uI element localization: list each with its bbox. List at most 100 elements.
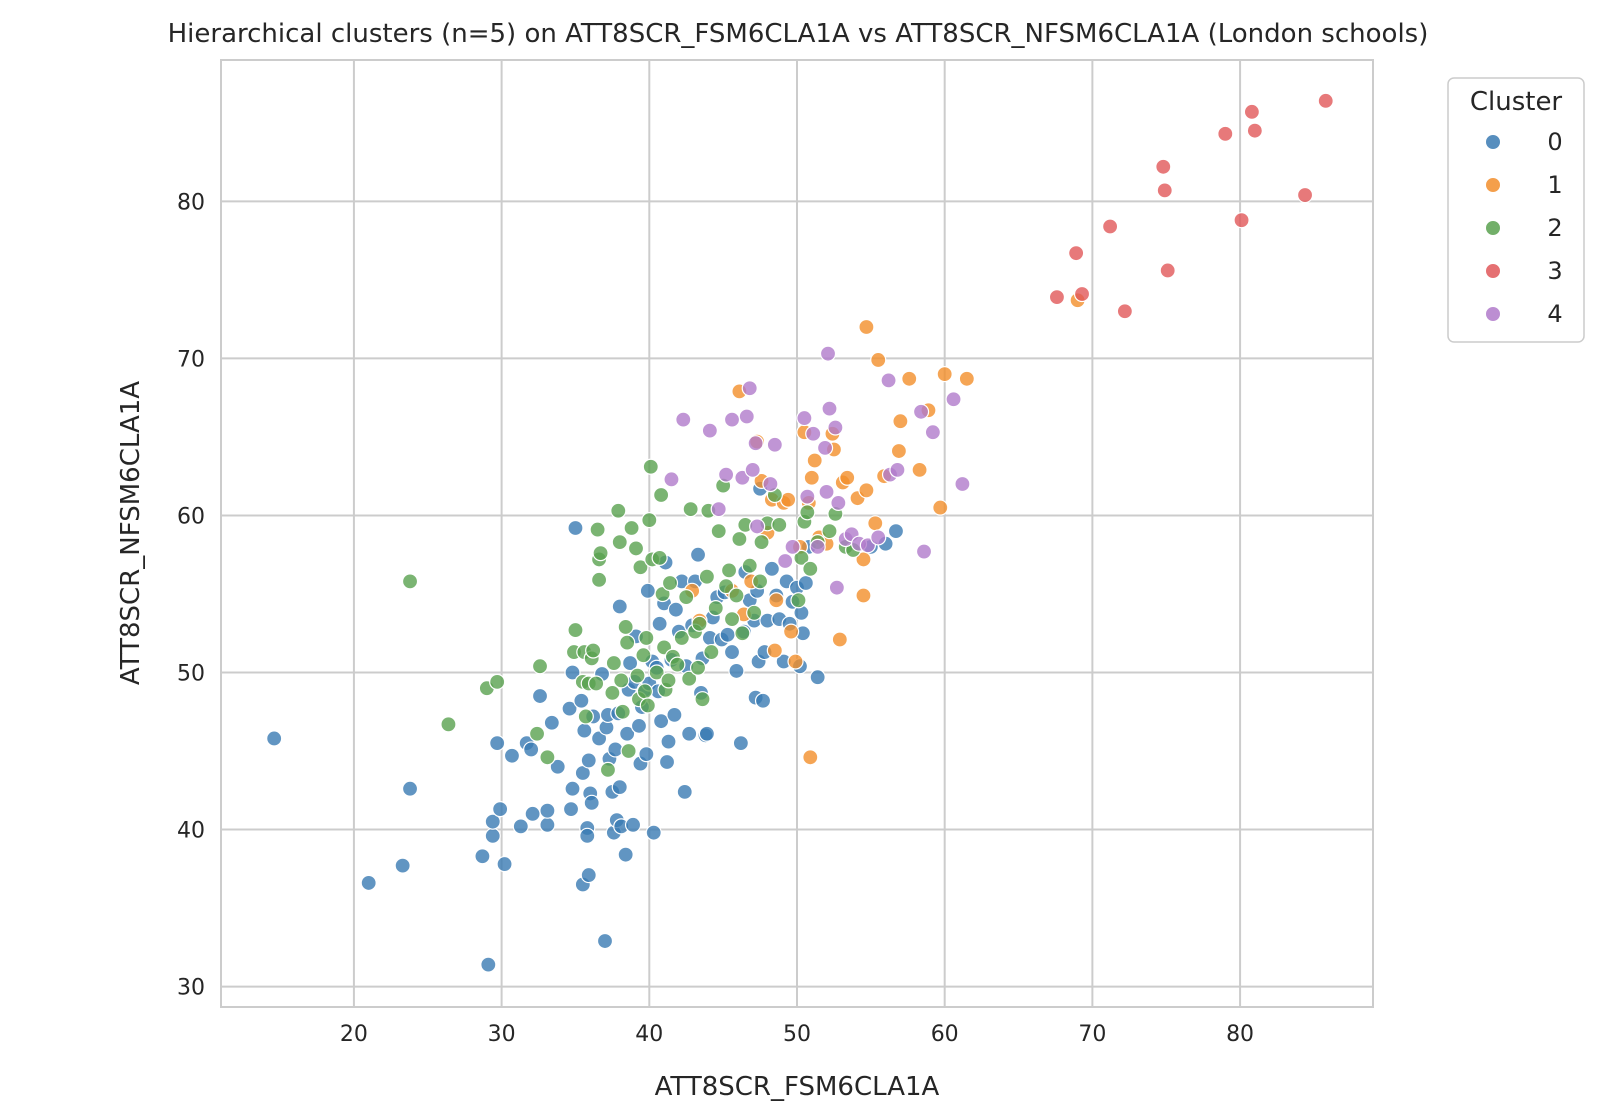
data-point bbox=[531, 687, 549, 705]
x-tick-label: 50 bbox=[783, 1022, 811, 1047]
data-point bbox=[630, 717, 648, 734]
data-point bbox=[632, 559, 649, 576]
data-point bbox=[1243, 103, 1260, 120]
data-point bbox=[703, 643, 720, 661]
data-point bbox=[784, 538, 801, 555]
data-point bbox=[592, 545, 609, 562]
data-point bbox=[638, 746, 655, 763]
y-tick-label: 50 bbox=[177, 661, 205, 686]
data-point bbox=[619, 725, 636, 742]
legend-marker bbox=[1485, 263, 1501, 279]
data-point bbox=[901, 370, 918, 387]
data-point bbox=[855, 587, 872, 604]
data-point bbox=[768, 592, 785, 609]
legend-items: 0 1 2 3 4 bbox=[1485, 128, 1563, 328]
data-point bbox=[754, 692, 772, 709]
data-point bbox=[958, 370, 975, 387]
y-tick-label: 40 bbox=[177, 819, 205, 844]
data-point bbox=[635, 647, 652, 664]
data-point bbox=[799, 488, 816, 505]
data-point bbox=[828, 579, 845, 596]
data-point bbox=[751, 573, 769, 590]
y-tick-label: 70 bbox=[177, 347, 205, 372]
data-point bbox=[503, 747, 521, 764]
data-point bbox=[607, 741, 624, 758]
data-point bbox=[604, 684, 621, 702]
data-point bbox=[839, 469, 856, 486]
data-point bbox=[816, 439, 834, 457]
data-point bbox=[567, 621, 584, 639]
data-point bbox=[858, 482, 875, 499]
data-point bbox=[577, 708, 594, 725]
data-point bbox=[622, 654, 639, 672]
data-point bbox=[590, 730, 608, 747]
data-point bbox=[585, 642, 602, 659]
data-point bbox=[666, 706, 683, 723]
data-point bbox=[678, 589, 695, 606]
data-point bbox=[718, 466, 735, 483]
data-point bbox=[636, 683, 653, 700]
data-point bbox=[564, 664, 581, 681]
data-point bbox=[720, 562, 738, 579]
data-point bbox=[1317, 92, 1334, 109]
data-point bbox=[1296, 186, 1314, 204]
data-point bbox=[787, 653, 804, 670]
data-point bbox=[771, 516, 788, 533]
data-point bbox=[867, 515, 884, 532]
data-point bbox=[492, 801, 509, 818]
data-point bbox=[599, 761, 617, 778]
series-4 bbox=[663, 345, 971, 596]
data-point bbox=[531, 658, 549, 675]
data-point bbox=[567, 519, 584, 537]
data-point bbox=[658, 753, 676, 771]
data-point bbox=[741, 557, 758, 574]
data-point bbox=[605, 654, 622, 672]
data-point bbox=[610, 502, 627, 519]
data-point bbox=[617, 846, 634, 863]
data-point bbox=[858, 318, 875, 336]
data-point bbox=[1073, 285, 1091, 303]
data-point bbox=[580, 866, 597, 884]
data-point bbox=[667, 601, 684, 618]
data-point bbox=[661, 574, 679, 592]
data-point bbox=[474, 848, 491, 865]
data-point bbox=[818, 483, 835, 500]
data-point bbox=[639, 582, 656, 599]
data-point bbox=[580, 752, 597, 769]
chart-title: Hierarchical clusters (n=5) on ATT8SCR_F… bbox=[168, 19, 1429, 49]
data-point bbox=[1116, 303, 1133, 320]
data-point bbox=[821, 400, 838, 417]
data-point bbox=[596, 932, 614, 950]
data-point bbox=[689, 546, 707, 563]
legend-marker bbox=[1485, 220, 1501, 236]
data-point bbox=[528, 725, 546, 742]
data-point bbox=[689, 659, 707, 676]
legend-label: 1 bbox=[1547, 171, 1562, 199]
data-point bbox=[583, 794, 600, 811]
data-point bbox=[614, 703, 631, 720]
legend: Cluster 0 1 2 3 4 bbox=[1447, 77, 1585, 343]
data-point bbox=[561, 700, 578, 717]
data-point bbox=[660, 672, 677, 689]
data-point bbox=[573, 692, 590, 709]
legend-marker bbox=[1485, 134, 1501, 150]
data-point bbox=[799, 504, 816, 521]
data-point bbox=[936, 365, 953, 383]
data-point bbox=[660, 733, 677, 750]
data-point bbox=[1217, 125, 1234, 142]
data-point bbox=[682, 501, 699, 518]
data-point bbox=[870, 529, 887, 546]
data-point bbox=[924, 424, 941, 441]
data-point bbox=[1155, 158, 1172, 175]
data-point bbox=[629, 667, 646, 684]
data-point bbox=[912, 403, 930, 420]
data-point bbox=[681, 670, 698, 687]
data-point bbox=[648, 664, 665, 681]
data-point bbox=[539, 749, 556, 766]
data-point bbox=[728, 587, 745, 604]
data-point bbox=[803, 469, 820, 486]
data-point bbox=[524, 805, 541, 822]
data-point bbox=[653, 713, 670, 730]
data-point bbox=[645, 824, 662, 841]
data-point bbox=[890, 442, 908, 460]
